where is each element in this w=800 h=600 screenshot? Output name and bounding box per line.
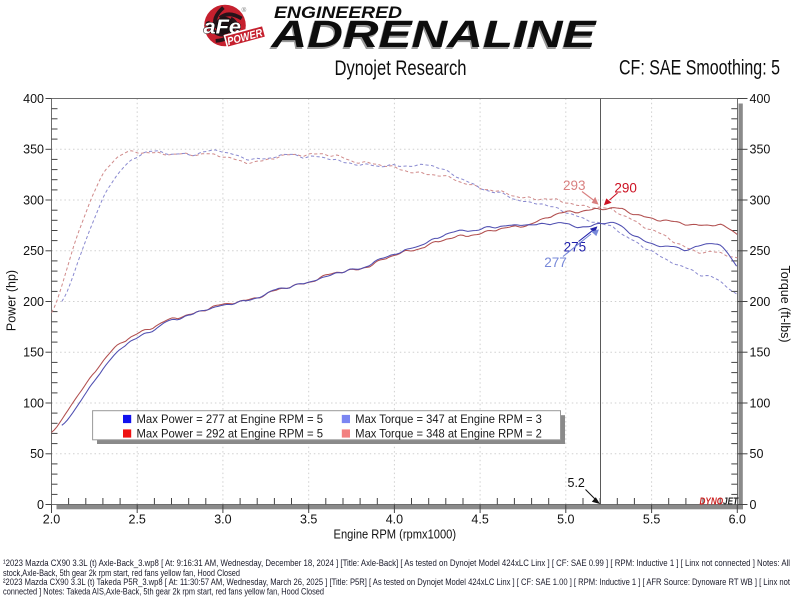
svg-text:400: 400 <box>23 92 44 106</box>
svg-text:277: 277 <box>544 255 567 270</box>
svg-text:5.0: 5.0 <box>557 513 574 527</box>
svg-text:250: 250 <box>23 244 44 258</box>
svg-text:DYNOJET: DYNOJET <box>700 497 739 508</box>
svg-text:Max Torque = 347 at Engine RPM: Max Torque = 347 at Engine RPM = 3 <box>355 412 542 426</box>
svg-text:2.0: 2.0 <box>43 513 60 527</box>
svg-text:Engine RPM (rpmx1000): Engine RPM (rpmx1000) <box>334 528 457 542</box>
svg-text:200: 200 <box>23 295 44 309</box>
svg-text:350: 350 <box>23 143 44 157</box>
svg-text:stock,Axle-Back, 5th gear 2k r: stock,Axle-Back, 5th gear 2k rpm start, … <box>3 568 240 578</box>
svg-text:150: 150 <box>750 346 771 360</box>
svg-text:Power (hp): Power (hp) <box>5 270 19 331</box>
svg-text:50: 50 <box>30 447 44 461</box>
svg-text:50: 50 <box>750 447 764 461</box>
svg-text:connected ] Notes: Takeda AIS,: connected ] Notes: Takeda AIS,Axle-Back,… <box>3 587 324 597</box>
svg-text:Max Power = 292 at Engine RPM: Max Power = 292 at Engine RPM = 5 <box>137 426 324 440</box>
svg-text:0: 0 <box>750 498 757 512</box>
svg-text:Dynojet Research: Dynojet Research <box>335 56 467 80</box>
svg-text:Max Torque = 348 at Engine RPM: Max Torque = 348 at Engine RPM = 2 <box>355 426 542 440</box>
svg-text:300: 300 <box>23 193 44 207</box>
svg-text:¹2023 Mazda CX90 3.3L (t) Axle: ¹2023 Mazda CX90 3.3L (t) Axle-Back_3.wp… <box>3 558 790 568</box>
svg-text:4.5: 4.5 <box>471 513 488 527</box>
svg-text:100: 100 <box>750 396 771 410</box>
svg-text:150: 150 <box>23 346 44 360</box>
svg-text:400: 400 <box>750 92 771 106</box>
svg-text:3.0: 3.0 <box>214 513 231 527</box>
svg-text:5.2: 5.2 <box>568 476 585 490</box>
svg-text:2.5: 2.5 <box>129 513 146 527</box>
svg-text:250: 250 <box>750 244 771 258</box>
svg-text:6.0: 6.0 <box>729 513 746 527</box>
svg-text:3.5: 3.5 <box>300 513 317 527</box>
svg-text:5.5: 5.5 <box>643 513 660 527</box>
svg-text:293: 293 <box>563 178 586 193</box>
svg-text:Torque (ft-lbs): Torque (ft-lbs) <box>778 265 792 342</box>
svg-text:®: ® <box>242 6 247 14</box>
svg-text:ADRENALINE: ADRENALINE <box>270 14 597 56</box>
svg-text:0: 0 <box>37 498 44 512</box>
svg-text:4.0: 4.0 <box>386 513 403 527</box>
svg-text:²2023 Mazda CX90 3.3L (t) Tak: ²2023 Mazda CX90 3.3L (t) Takeda P5R_3.w… <box>3 577 790 587</box>
svg-text:350: 350 <box>750 143 771 157</box>
svg-text:200: 200 <box>750 295 771 309</box>
svg-text:CF: SAE Smoothing: 5: CF: SAE Smoothing: 5 <box>619 56 780 80</box>
svg-text:300: 300 <box>750 193 771 207</box>
svg-text:Max Power = 277 at Engine RPM: Max Power = 277 at Engine RPM = 5 <box>137 412 324 426</box>
svg-text:290: 290 <box>614 181 637 196</box>
svg-text:100: 100 <box>23 396 44 410</box>
svg-text:ENGINEERED: ENGINEERED <box>274 3 402 22</box>
svg-text:ADRENALINE: ADRENALINE <box>269 16 596 58</box>
